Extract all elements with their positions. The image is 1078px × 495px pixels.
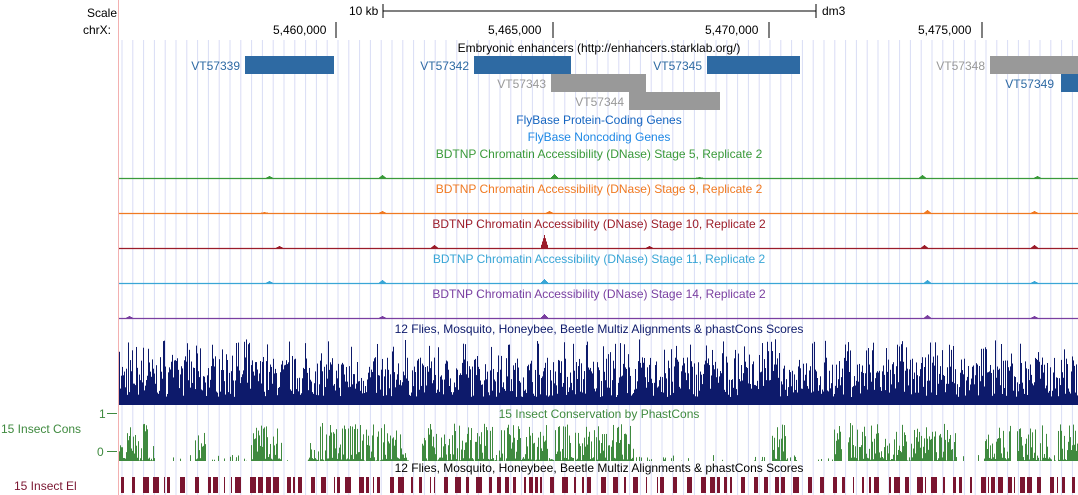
scale-label: Scale [87,6,118,20]
dnase-stage14-signal[interactable] [119,300,1078,320]
axis-tick-max [107,413,117,414]
enhancer-label-vt57339[interactable]: VT57339 [191,59,240,73]
assembly-label: dm3 [822,4,846,18]
multiz-conservation-signal[interactable] [119,337,1078,405]
ruler-position-4: 5,475,000 [918,23,972,37]
dnase-stage10-signal[interactable] [119,230,1078,250]
phastcons-track-title[interactable]: 15 Insect Conservation by PhastCons [498,407,700,421]
enhancer-vt57343[interactable] [551,74,646,92]
phastcons-signal[interactable] [119,421,1078,461]
enhancer-vt57342[interactable] [474,56,571,74]
enhancer-vt57345[interactable] [707,56,800,74]
enhancer-vt57344[interactable] [629,92,720,110]
enhancer-label-vt57342[interactable]: VT57342 [420,59,469,73]
elements-track-label[interactable]: 15 Insect El [14,479,77,493]
enhancer-label-vt57345[interactable]: VT57345 [653,59,702,73]
dnase-stage5-signal[interactable] [119,160,1078,180]
dnase-stage11-title[interactable]: BDTNP Chromatin Accessibility (DNase) St… [432,252,766,266]
left-label-panel: Scale chrX: 15 Insect Cons 1 0 15 Insect… [0,0,118,495]
phastcons-track-label[interactable]: 15 Insect Cons [1,422,82,436]
ruler-position-2: 5,465,000 [488,23,542,37]
protein-coding-genes-title[interactable]: FlyBase Protein-Coding Genes [516,113,682,127]
ruler[interactable] [119,0,1078,40]
multiz-track-title[interactable]: 12 Flies, Mosquito, Honeybee, Beetle Mul… [394,322,804,336]
ruler-position-1: 5,460,000 [273,23,327,37]
dnase-stage9-signal[interactable] [119,195,1078,215]
axis-tick-min [107,451,117,452]
track-area[interactable]: 10 kb dm3 5,460,000 5,465,000 5,470,000 … [119,0,1078,495]
enhancer-label-vt57343[interactable]: VT57343 [497,77,546,91]
dnase-stage9-title[interactable]: BDTNP Chromatin Accessibility (DNase) St… [435,182,763,196]
chromosome-label: chrX: [83,23,112,37]
enhancer-vt57339[interactable] [245,56,334,74]
panel-separator [118,0,119,495]
dnase-stage10-title[interactable]: BDTNP Chromatin Accessibility (DNase) St… [432,217,766,231]
conserved-elements[interactable] [119,476,1078,495]
dnase-stage11-signal[interactable] [119,265,1078,285]
noncoding-genes-title[interactable]: FlyBase Noncoding Genes [527,130,671,144]
enhancer-vt57348[interactable] [990,56,1078,74]
phastcons-axis-max: 1 [99,407,106,421]
base-grid [121,40,1073,495]
dnase-stage14-title[interactable]: BDTNP Chromatin Accessibility (DNase) St… [432,287,766,301]
dnase-stage5-title[interactable]: BDTNP Chromatin Accessibility (DNase) St… [435,147,763,161]
enhancer-label-vt57344[interactable]: VT57344 [575,95,624,109]
elements-track-title[interactable]: 12 Flies, Mosquito, Honeybee, Beetle Mul… [394,461,804,475]
enhancer-label-vt57348[interactable]: VT57348 [936,59,985,73]
phastcons-axis-min: 0 [97,445,104,459]
enhancer-label-vt57349[interactable]: VT57349 [1005,77,1054,91]
ruler-position-3: 5,470,000 [705,23,759,37]
scale-bar-text: 10 kb [349,4,379,18]
enhancers-track-title[interactable]: Embryonic enhancers (http://enhancers.st… [457,41,741,55]
enhancer-vt57349[interactable] [1061,74,1078,92]
